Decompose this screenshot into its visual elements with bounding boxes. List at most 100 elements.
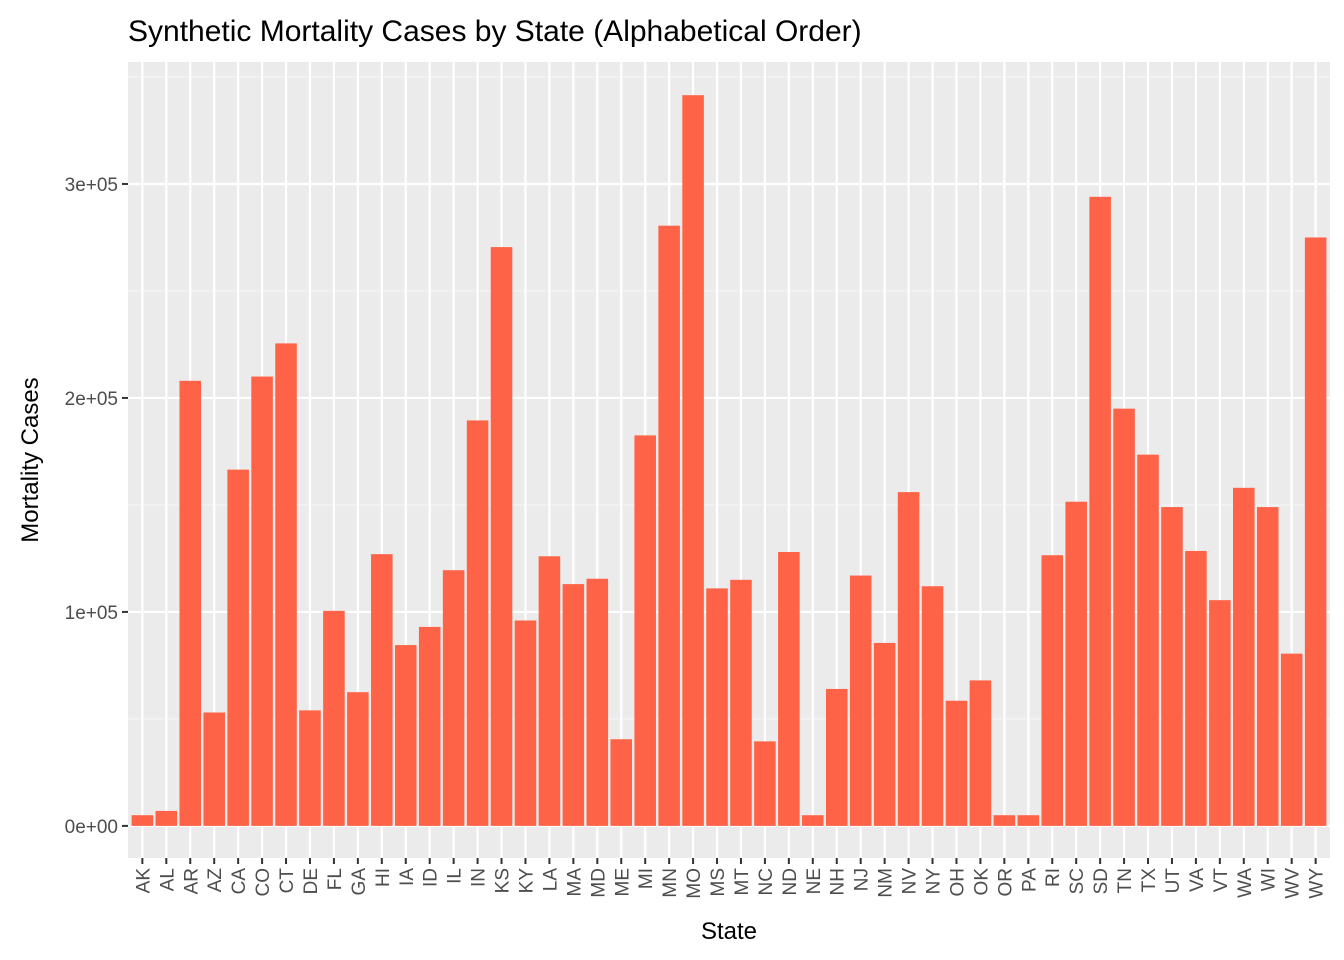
bar-md (586, 578, 609, 826)
x-tick-label: OR (995, 868, 1016, 897)
x-tick-label: HI (373, 868, 394, 887)
x-tick-label: IN (469, 868, 490, 887)
x-tick-label: NJ (852, 868, 873, 891)
bar-il (442, 570, 465, 826)
y-tick-label: 3e+05 (65, 175, 118, 196)
x-axis: AK AL AR AZ CA CO CT DE FL GA HI IA ID IL IN KS KY LA MA MD… (133, 858, 1328, 899)
x-tick-label: KS (493, 868, 514, 893)
x-tick-label: PA (1019, 868, 1040, 892)
bar-sd (1089, 196, 1111, 826)
x-tick-label: WA (1235, 868, 1256, 898)
y-axis: 0e+00 1e+05 2e+05 3e+05 (65, 175, 128, 838)
x-tick-label: VT (1211, 868, 1232, 893)
x-tick-label: RI (1043, 868, 1064, 887)
bar-sc (1065, 501, 1087, 826)
x-tick-label: MI (636, 868, 657, 889)
bar-tn (1113, 408, 1135, 826)
x-tick-label: IL (445, 868, 466, 884)
x-tick-label: CA (229, 868, 250, 895)
x-tick-label: OK (971, 868, 992, 896)
bar-or (993, 815, 1016, 826)
x-tick-label: NV (900, 868, 921, 895)
x-tick-label: TN (1115, 868, 1136, 893)
bar-ms (706, 588, 728, 826)
bar-vt (1209, 600, 1231, 826)
bar-mi (634, 435, 656, 826)
bar-co (251, 376, 273, 826)
bar-wi (1256, 507, 1279, 826)
bar-fl (323, 610, 345, 826)
bar-mt (730, 579, 752, 826)
bar-ne (802, 815, 824, 826)
bar-nv (897, 492, 920, 826)
x-tick-label: AK (133, 868, 154, 894)
bar-ar (179, 380, 202, 826)
y-axis-title: Mortality Cases (17, 377, 44, 542)
x-tick-label: UT (1163, 868, 1184, 894)
x-tick-label: CO (253, 868, 274, 897)
x-tick-label: WI (1259, 868, 1280, 891)
bar-tx (1137, 454, 1159, 826)
x-tick-label: WY (1307, 868, 1328, 899)
x-tick-label: VA (1187, 868, 1208, 892)
bar-ca (227, 469, 249, 826)
bar-nh (825, 688, 848, 826)
chart-title: Synthetic Mortality Cases by State (Alph… (128, 15, 862, 48)
bar-ks (490, 247, 513, 826)
bar-ut (1161, 507, 1183, 826)
x-tick-label: CT (277, 868, 298, 894)
x-tick-label: WV (1283, 868, 1304, 899)
x-tick-label: IA (397, 868, 418, 886)
x-tick-label: MO (684, 868, 705, 899)
x-tick-label: OH (947, 868, 968, 897)
x-tick-label: TX (1139, 868, 1160, 893)
x-tick-label: MN (660, 868, 681, 898)
x-tick-label: GA (349, 868, 370, 896)
x-tick-label: ND (780, 868, 801, 895)
x-tick-label: FL (325, 868, 346, 890)
bar-nm (873, 642, 896, 826)
x-tick-label: NC (756, 868, 777, 895)
bar-in (466, 420, 489, 826)
bar-ia (394, 645, 417, 826)
y-tick-label: 2e+05 (65, 389, 118, 410)
x-tick-label: SC (1067, 868, 1088, 894)
y-tick-label: 0e+00 (65, 817, 118, 838)
x-tick-label: AR (181, 868, 202, 894)
x-tick-label: NM (876, 868, 897, 898)
x-tick-label: LA (540, 868, 561, 892)
x-tick-label: AL (157, 868, 178, 891)
x-tick-label: SD (1091, 868, 1112, 894)
bar-hi (371, 554, 393, 826)
bar-ma (562, 584, 585, 826)
bar-nd (778, 552, 800, 826)
x-tick-label: MD (588, 868, 609, 898)
y-tick-label: 1e+05 (65, 603, 118, 624)
x-tick-label: ME (612, 868, 633, 897)
x-tick-label: NE (804, 868, 825, 894)
x-axis-title: State (701, 918, 757, 945)
x-tick-label: MT (732, 868, 753, 896)
bar-az (203, 712, 225, 826)
bar-de (299, 710, 321, 826)
bars (131, 95, 1327, 826)
bar-ky (514, 620, 537, 826)
x-tick-label: MS (708, 868, 729, 897)
bar-mn (658, 225, 680, 826)
bar-la (538, 556, 561, 826)
x-tick-label: MA (564, 868, 585, 897)
bar-id (418, 626, 441, 826)
bar-nc (754, 741, 776, 826)
bar-ri (1041, 555, 1064, 826)
x-tick-label: DE (301, 868, 322, 894)
bar-ga (347, 692, 369, 826)
bar-al (155, 810, 178, 826)
x-tick-label: AZ (205, 868, 226, 893)
x-tick-label: NY (924, 868, 945, 895)
bar-mo (682, 95, 704, 826)
x-tick-label: ID (421, 868, 442, 887)
bar-oh (945, 700, 968, 826)
bar-wa (1233, 487, 1255, 826)
x-tick-label: NH (828, 868, 849, 895)
